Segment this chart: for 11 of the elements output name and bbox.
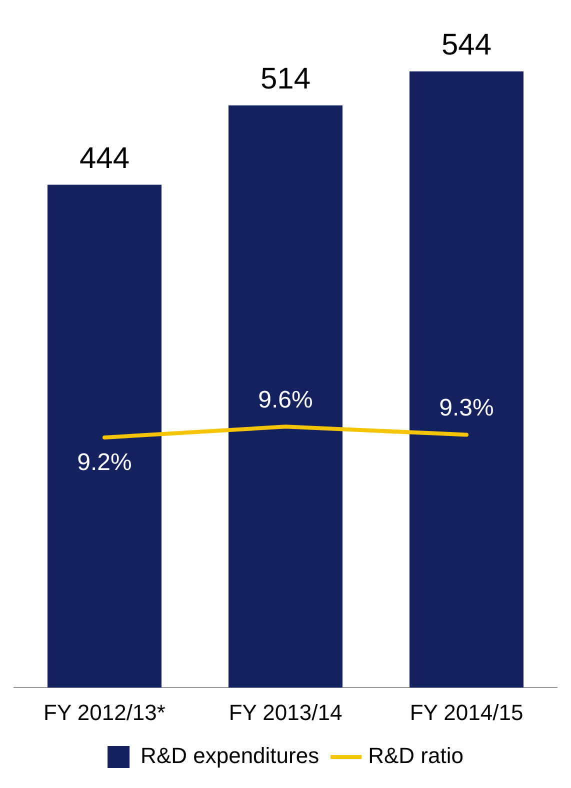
data-label: 9.2% xyxy=(77,449,132,476)
x-tick-label: FY 2013/14 xyxy=(228,700,342,725)
x-tick-label: FY 2014/15 xyxy=(410,700,524,725)
data-label: 444 xyxy=(79,142,130,175)
data-label: 9.3% xyxy=(439,394,494,422)
legend-label: R&D ratio xyxy=(368,743,464,768)
x-tick-label: FY 2012/13* xyxy=(44,700,166,725)
data-label: 544 xyxy=(441,28,492,62)
data-label: 9.6% xyxy=(258,386,313,414)
data-label: 514 xyxy=(260,62,311,96)
legend-label: R&D expenditures xyxy=(140,743,320,768)
